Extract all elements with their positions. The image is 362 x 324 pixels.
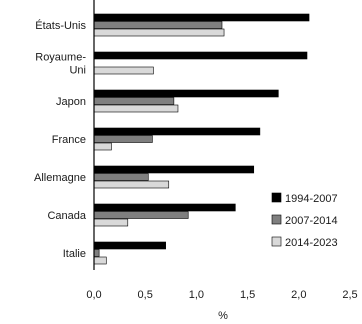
x-tick-label: 1,5 xyxy=(240,289,255,301)
bar-1-2007-2014 xyxy=(93,21,223,29)
bar-7-2007-2014 xyxy=(93,249,100,257)
bar-7-1994-2007 xyxy=(93,241,166,250)
bar-7-2014-2023 xyxy=(93,256,107,265)
x-tick-label: 2,5 xyxy=(342,289,357,301)
category-label: Uni xyxy=(69,65,86,77)
x-tick-label: 2,0 xyxy=(291,289,306,301)
category-label: Italie xyxy=(63,248,86,260)
bar-3-1994-2007 xyxy=(93,89,279,98)
legend-label: 2007-2014 xyxy=(285,215,338,227)
bar-6-1994-2007 xyxy=(93,203,236,212)
x-tick-label: 0,0 xyxy=(86,289,101,301)
legend-label: 2014-2023 xyxy=(285,237,338,249)
x-tick-labels: 0,0 0,5 1,0 1,5 2,0 2,5 xyxy=(86,289,357,301)
legend: 1994-2007 2007-2014 2014-2023 xyxy=(271,192,338,249)
bars-layer xyxy=(93,13,310,265)
bar-6-2014-2023 xyxy=(93,218,129,227)
category-label: Allemagne xyxy=(34,172,86,184)
legend-swatch xyxy=(271,214,282,225)
legend-swatch xyxy=(271,192,282,203)
category-label: États-Unis xyxy=(35,19,86,32)
bar-4-1994-2007 xyxy=(93,127,261,136)
legend-label: 1994-2007 xyxy=(285,193,338,205)
category-label: Canada xyxy=(47,210,86,222)
bar-3-2014-2023 xyxy=(93,104,179,113)
bar-5-2014-2023 xyxy=(93,180,170,189)
x-axis-label: % xyxy=(218,310,228,322)
bar-3-2007-2014 xyxy=(93,97,175,105)
x-tick-label: 0,5 xyxy=(138,289,153,301)
bar-5-1994-2007 xyxy=(93,165,255,174)
category-label: Royaume- xyxy=(35,52,86,64)
bar-2-1994-2007 xyxy=(93,51,308,60)
bar-6-2007-2014 xyxy=(93,211,189,219)
legend-swatch xyxy=(271,236,282,247)
x-tick-label: 1,0 xyxy=(189,289,204,301)
category-label: Japon xyxy=(56,96,86,108)
bar-1-1994-2007 xyxy=(93,13,310,22)
bar-4-2014-2023 xyxy=(93,142,112,151)
bar-2-2014-2023 xyxy=(93,66,154,75)
bar-1-2014-2023 xyxy=(93,28,225,37)
category-labels: États-Unis Royaume-Uni Japon France Allemagn… xyxy=(34,19,87,260)
bar-4-2007-2014 xyxy=(93,135,153,143)
bar-5-2007-2014 xyxy=(93,173,149,181)
category-label: France xyxy=(52,134,86,146)
